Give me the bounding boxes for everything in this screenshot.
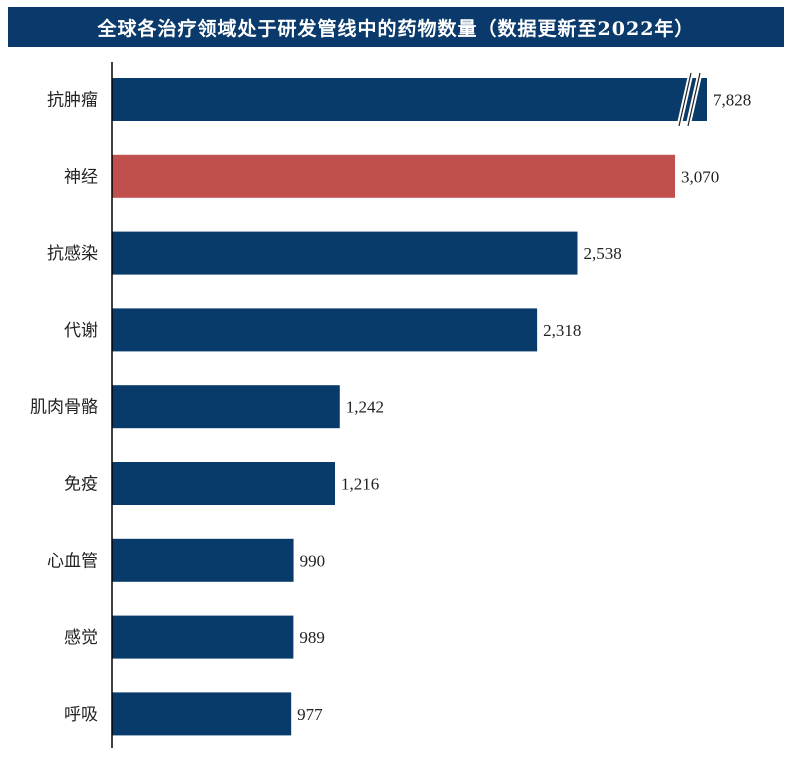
- value-label-6: 1,216: [341, 475, 379, 494]
- bar-7: [112, 538, 294, 582]
- category-label-7: 心血管: [47, 551, 98, 571]
- bar-1: [112, 78, 707, 121]
- value-label-2: 3,070: [681, 167, 719, 186]
- chart-title: 全球各治疗领域处于研发管线中的药物数量（数据更新至2022年）: [8, 7, 784, 47]
- category-label-4: 代谢: [64, 321, 98, 341]
- bar-3: [112, 231, 578, 275]
- bar-2: [112, 154, 676, 198]
- category-label-2: 神经: [64, 167, 98, 187]
- value-label-7: 990: [300, 551, 326, 570]
- category-label-9: 呼吸: [64, 705, 98, 725]
- value-label-3: 2,538: [583, 244, 621, 263]
- bar-4: [112, 308, 538, 352]
- category-label-1: 抗肿瘤: [47, 91, 98, 111]
- category-label-5: 肌肉骨骼: [30, 398, 98, 418]
- axis-break-marker: [676, 72, 703, 127]
- category-label-3: 抗感染: [47, 244, 98, 264]
- value-label-4: 2,318: [543, 321, 581, 340]
- bar-8: [112, 615, 294, 659]
- category-label-8: 感觉: [64, 628, 98, 648]
- value-label-9: 977: [297, 705, 323, 724]
- bar-5: [112, 385, 340, 429]
- value-label-8: 989: [299, 628, 325, 647]
- category-label-6: 免疫: [64, 475, 98, 495]
- bar-9: [112, 692, 292, 736]
- value-label-5: 1,242: [346, 398, 384, 417]
- bar-6: [112, 462, 336, 505]
- value-label-1: 7,828: [713, 91, 751, 110]
